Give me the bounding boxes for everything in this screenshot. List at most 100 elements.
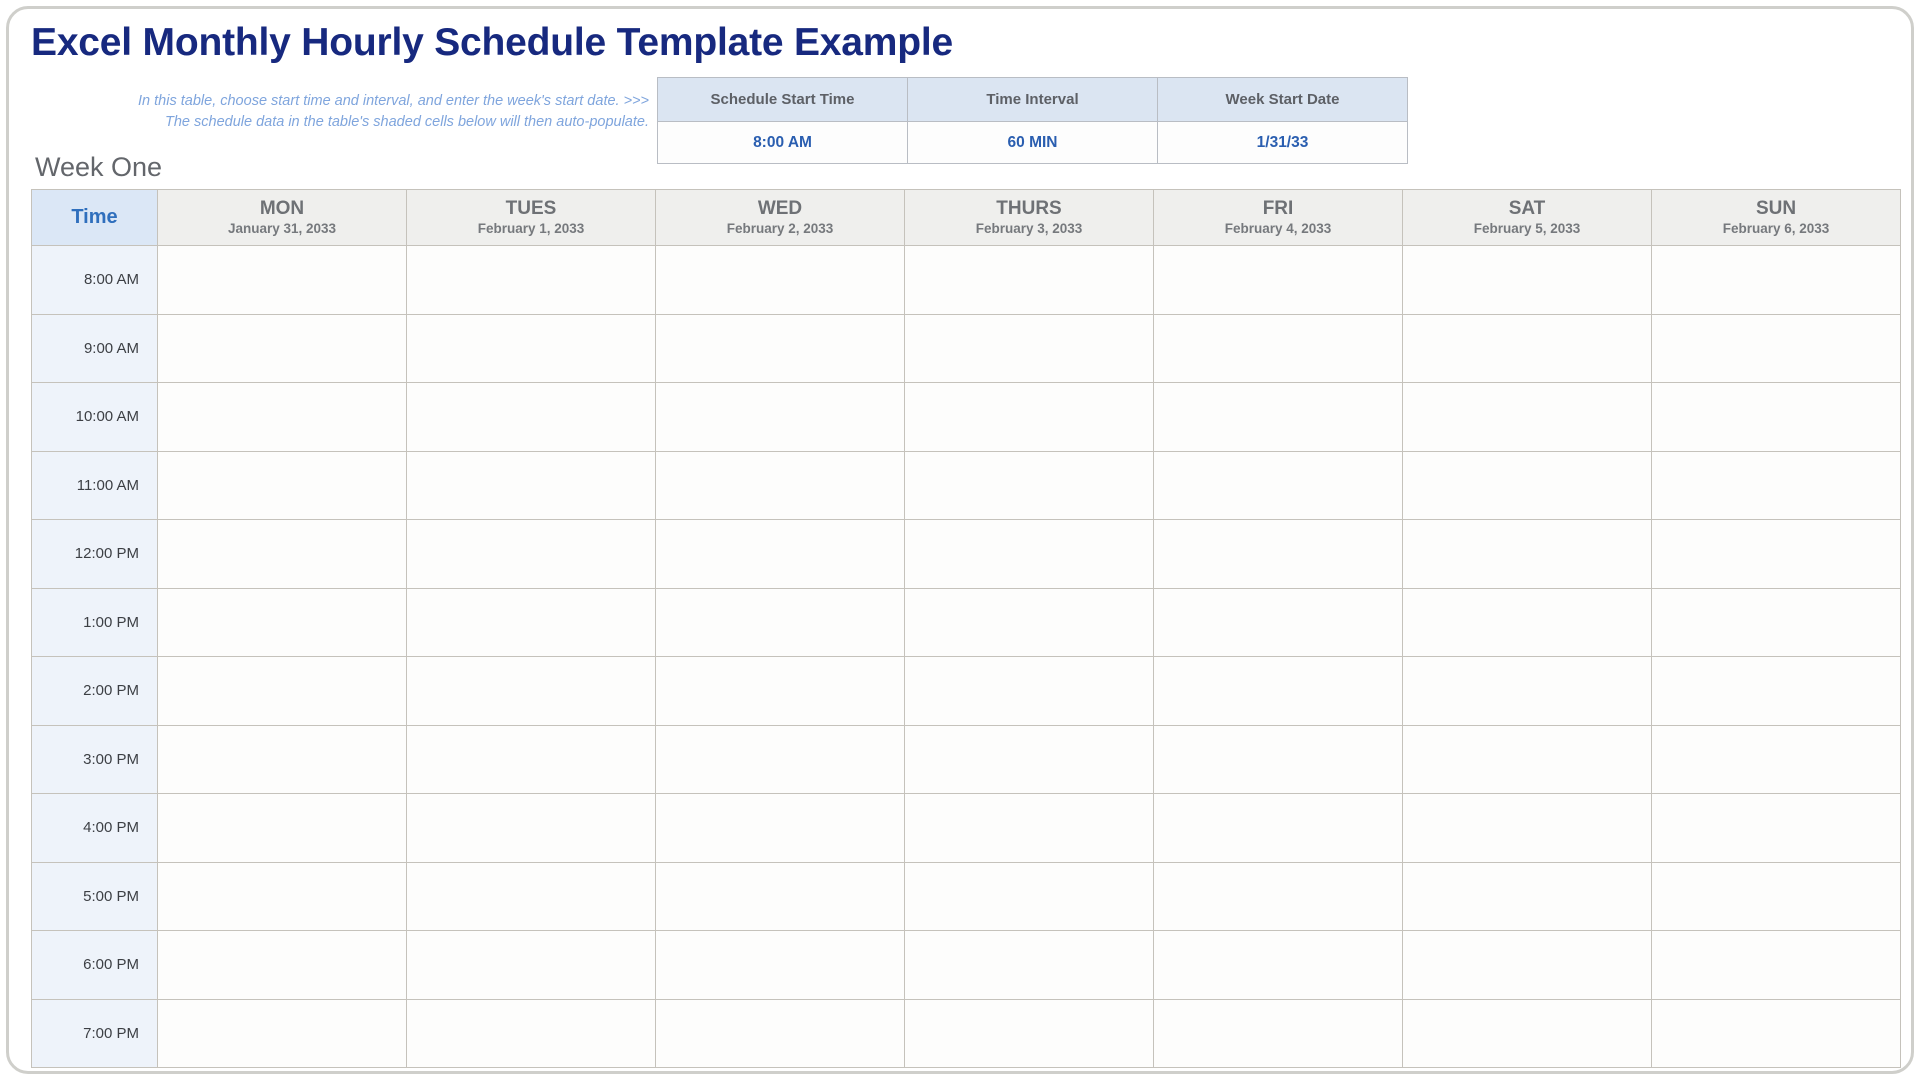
schedule-slot-fri[interactable] (1153, 519, 1403, 589)
schedule-slot-sun[interactable] (1651, 587, 1901, 657)
schedule-slot-thurs[interactable] (904, 519, 1154, 589)
schedule-slot-fri[interactable] (1153, 450, 1403, 520)
schedule-slot-sat[interactable] (1402, 382, 1652, 452)
settings-value-start-time[interactable]: 8:00 AM (657, 121, 908, 164)
schedule-slot-mon[interactable] (157, 450, 407, 520)
schedule-slot-mon[interactable] (157, 793, 407, 863)
schedule-slot-fri[interactable] (1153, 998, 1403, 1068)
schedule-slot-thurs[interactable] (904, 656, 1154, 726)
schedule-slot-thurs[interactable] (904, 245, 1154, 315)
time-cell: 12:00 PM (31, 519, 158, 589)
schedule-slot-sat[interactable] (1402, 861, 1652, 931)
schedule-slot-wed[interactable] (655, 930, 905, 1000)
schedule-slot-tues[interactable] (406, 245, 656, 315)
schedule-slot-fri[interactable] (1153, 587, 1403, 657)
schedule-slot-fri[interactable] (1153, 793, 1403, 863)
schedule-slot-tues[interactable] (406, 587, 656, 657)
time-cell: 8:00 AM (31, 245, 158, 315)
day-date: February 6, 2033 (1722, 220, 1830, 236)
day-abbr: TUES (505, 197, 557, 219)
schedule-slot-sun[interactable] (1651, 313, 1901, 383)
schedule-slot-sun[interactable] (1651, 793, 1901, 863)
schedule-slot-fri[interactable] (1153, 724, 1403, 794)
schedule-slot-thurs[interactable] (904, 861, 1154, 931)
schedule-slot-sun[interactable] (1651, 519, 1901, 589)
schedule-slot-mon[interactable] (157, 998, 407, 1068)
schedule-slot-mon[interactable] (157, 861, 407, 931)
day-abbr: SAT (1508, 197, 1546, 219)
time-cell: 2:00 PM (31, 656, 158, 726)
settings-value-week-start-date[interactable]: 1/31/33 (1157, 121, 1408, 164)
schedule-slot-thurs[interactable] (904, 998, 1154, 1068)
schedule-slot-mon[interactable] (157, 245, 407, 315)
schedule-slot-fri[interactable] (1153, 382, 1403, 452)
schedule-slot-sun[interactable] (1651, 656, 1901, 726)
schedule-slot-thurs[interactable] (904, 793, 1154, 863)
schedule-slot-sat[interactable] (1402, 450, 1652, 520)
schedule-row: 5:00 PM (31, 861, 1901, 931)
schedule-slot-sun[interactable] (1651, 450, 1901, 520)
schedule-slot-mon[interactable] (157, 724, 407, 794)
schedule-slot-sat[interactable] (1402, 998, 1652, 1068)
schedule-slot-sun[interactable] (1651, 724, 1901, 794)
settings-value-time-interval[interactable]: 60 MIN (907, 121, 1158, 164)
schedule-slot-fri[interactable] (1153, 245, 1403, 315)
schedule-slot-thurs[interactable] (904, 930, 1154, 1000)
page-title: Excel Monthly Hourly Schedule Template E… (31, 21, 954, 64)
schedule-slot-mon[interactable] (157, 656, 407, 726)
schedule-slot-thurs[interactable] (904, 724, 1154, 794)
schedule-slot-sat[interactable] (1402, 656, 1652, 726)
schedule-slot-fri[interactable] (1153, 930, 1403, 1000)
schedule-slot-wed[interactable] (655, 245, 905, 315)
schedule-slot-thurs[interactable] (904, 382, 1154, 452)
schedule-slot-mon[interactable] (157, 519, 407, 589)
schedule-slot-tues[interactable] (406, 519, 656, 589)
settings-header-week-start-date: Week Start Date (1157, 77, 1408, 122)
settings-table: Schedule Start Time Time Interval Week S… (657, 77, 1408, 164)
schedule-slot-tues[interactable] (406, 998, 656, 1068)
schedule-slot-sat[interactable] (1402, 724, 1652, 794)
schedule-slot-tues[interactable] (406, 656, 656, 726)
schedule-slot-fri[interactable] (1153, 861, 1403, 931)
schedule-slot-thurs[interactable] (904, 450, 1154, 520)
schedule-slot-sat[interactable] (1402, 245, 1652, 315)
schedule-slot-sun[interactable] (1651, 382, 1901, 452)
schedule-slot-wed[interactable] (655, 313, 905, 383)
schedule-slot-tues[interactable] (406, 724, 656, 794)
schedule-slot-tues[interactable] (406, 930, 656, 1000)
schedule-slot-wed[interactable] (655, 587, 905, 657)
schedule-slot-tues[interactable] (406, 793, 656, 863)
schedule-slot-fri[interactable] (1153, 656, 1403, 726)
schedule-slot-wed[interactable] (655, 793, 905, 863)
schedule-slot-sun[interactable] (1651, 930, 1901, 1000)
schedule-slot-sun[interactable] (1651, 245, 1901, 315)
schedule-slot-tues[interactable] (406, 861, 656, 931)
schedule-slot-mon[interactable] (157, 313, 407, 383)
schedule-slot-sat[interactable] (1402, 313, 1652, 383)
schedule-slot-thurs[interactable] (904, 313, 1154, 383)
schedule-slot-wed[interactable] (655, 998, 905, 1068)
schedule-slot-sat[interactable] (1402, 519, 1652, 589)
schedule-slot-sun[interactable] (1651, 998, 1901, 1068)
schedule-slot-wed[interactable] (655, 382, 905, 452)
schedule-slot-sat[interactable] (1402, 930, 1652, 1000)
schedule-slot-wed[interactable] (655, 519, 905, 589)
day-date: January 31, 2033 (227, 220, 337, 236)
week-label: Week One (35, 152, 163, 182)
schedule-slot-fri[interactable] (1153, 313, 1403, 383)
schedule-slot-wed[interactable] (655, 450, 905, 520)
schedule-slot-wed[interactable] (655, 861, 905, 931)
schedule-slot-wed[interactable] (655, 724, 905, 794)
schedule-slot-sat[interactable] (1402, 587, 1652, 657)
schedule-slot-tues[interactable] (406, 313, 656, 383)
schedule-slot-sat[interactable] (1402, 793, 1652, 863)
schedule-slot-thurs[interactable] (904, 587, 1154, 657)
schedule-slot-tues[interactable] (406, 450, 656, 520)
schedule-slot-mon[interactable] (157, 587, 407, 657)
schedule-slot-wed[interactable] (655, 656, 905, 726)
schedule-slot-tues[interactable] (406, 382, 656, 452)
schedule-slot-mon[interactable] (157, 930, 407, 1000)
page-frame: Excel Monthly Hourly Schedule Template E… (6, 6, 1914, 1074)
schedule-slot-sun[interactable] (1651, 861, 1901, 931)
schedule-slot-mon[interactable] (157, 382, 407, 452)
